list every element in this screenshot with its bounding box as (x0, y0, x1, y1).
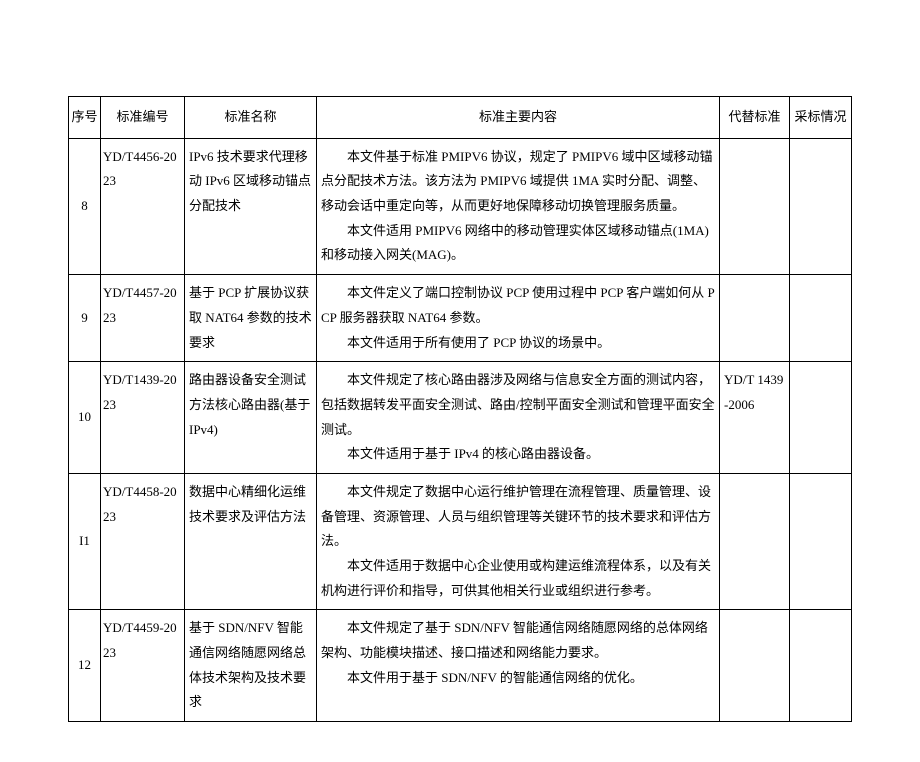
cell-code: YD/T4456-2023 (101, 138, 185, 274)
cell-content: 本文件定义了端口控制协议 PCP 使用过程中 PCP 客户端如何从 PCP 服务… (317, 275, 720, 362)
cell-adopt (790, 473, 852, 609)
content-p2: 本文件适用 PMIPV6 网络中的移动管理实体区域移动锚点(1MA)和移动接入网… (321, 219, 715, 268)
table-row: 12 YD/T4459-2023 基于 SDN/NFV 智能通信网络随愿网络总体… (69, 610, 852, 722)
cell-seq: 10 (69, 362, 101, 474)
content-p3: 本文件适用于基于 IPv4 的核心路由器设备。 (321, 442, 715, 467)
cell-content: 本文件基于标准 PMIPV6 协议，规定了 PMIPV6 域中区域移动锚点分配技… (317, 138, 720, 274)
content-p1: 本文件规定了基于 SDN/NFV 智能通信网络随愿网络的总体网络架构、功能模块描… (321, 616, 715, 665)
table-row: I1 YD/T4458-2023 数据中心精细化运维技术要求及评估方法 本文件规… (69, 473, 852, 609)
page: 序号 标准编号 标准名称 标准主要内容 代替标准 采标情况 8 YD/T4456… (0, 0, 920, 762)
table-row: 9 YD/T4457-2023 基于 PCP 扩展协议获取 NAT64 参数的技… (69, 275, 852, 362)
content-p2: 本文件适用于所有使用了 PCP 协议的场景中。 (321, 331, 715, 356)
cell-adopt (790, 138, 852, 274)
cell-content: 本文件规定了基于 SDN/NFV 智能通信网络随愿网络的总体网络架构、功能模块描… (317, 610, 720, 722)
col-code: 标准编号 (101, 97, 185, 139)
cell-adopt (790, 362, 852, 474)
cell-content: 本文件规定了核心路由器涉及网络与信息安全方面的测试内容，包括数据转发平面安全测试… (317, 362, 720, 474)
cell-replace (720, 275, 790, 362)
content-p1: 本文件基于标准 PMIPV6 协议，规定了 PMIPV6 域中区域移动锚点分配技… (321, 145, 715, 219)
table-row: 8 YD/T4456-2023 IPv6 技术要求代理移动 IPv6 区域移动锚… (69, 138, 852, 274)
cell-seq: 12 (69, 610, 101, 722)
content-p1: 本文件定义了端口控制协议 PCP 使用过程中 PCP 客户端如何从 PCP 服务… (321, 281, 715, 330)
cell-adopt (790, 275, 852, 362)
table-body: 8 YD/T4456-2023 IPv6 技术要求代理移动 IPv6 区域移动锚… (69, 138, 852, 721)
content-p2: 本文件规定了核心路由器涉及网络与信息安全方面的测试内容，包括数据转发平面安全测试… (321, 368, 715, 442)
cell-content: 本文件规定了数据中心运行维护管理在流程管理、质量管理、设备管理、资源管理、人员与… (317, 473, 720, 609)
cell-name: 基于 PCP 扩展协议获取 NAT64 参数的技术要求 (185, 275, 317, 362)
cell-code: YD/T4458-2023 (101, 473, 185, 609)
cell-name: 数据中心精细化运维技术要求及评估方法 (185, 473, 317, 609)
standards-table: 序号 标准编号 标准名称 标准主要内容 代替标准 采标情况 8 YD/T4456… (68, 96, 852, 722)
content-p3: 本文件适用于数据中心企业使用或构建运维流程体系，以及有关机构进行评价和指导，可供… (321, 554, 715, 603)
cell-name: 基于 SDN/NFV 智能通信网络随愿网络总体技术架构及技术要求 (185, 610, 317, 722)
cell-adopt (790, 610, 852, 722)
col-content: 标准主要内容 (317, 97, 720, 139)
table-header-row: 序号 标准编号 标准名称 标准主要内容 代替标准 采标情况 (69, 97, 852, 139)
cell-code: YD/T4457-2023 (101, 275, 185, 362)
cell-name: 路由器设备安全测试方法核心路由器(基于 IPv4) (185, 362, 317, 474)
content-p2: 本文件用于基于 SDN/NFV 的智能通信网络的优化。 (321, 666, 715, 691)
cell-seq: 8 (69, 138, 101, 274)
cell-replace (720, 610, 790, 722)
col-seq: 序号 (69, 97, 101, 139)
cell-code: YD/T1439-2023 (101, 362, 185, 474)
cell-code: YD/T4459-2023 (101, 610, 185, 722)
table-row: 10 YD/T1439-2023 路由器设备安全测试方法核心路由器(基于 IPv… (69, 362, 852, 474)
cell-seq: I1 (69, 473, 101, 609)
col-name: 标准名称 (185, 97, 317, 139)
cell-seq: 9 (69, 275, 101, 362)
cell-replace (720, 473, 790, 609)
cell-name: IPv6 技术要求代理移动 IPv6 区域移动锚点分配技术 (185, 138, 317, 274)
col-adopt: 采标情况 (790, 97, 852, 139)
cell-replace (720, 138, 790, 274)
content-p2: 本文件规定了数据中心运行维护管理在流程管理、质量管理、设备管理、资源管理、人员与… (321, 480, 715, 554)
col-replace: 代替标准 (720, 97, 790, 139)
cell-replace: YD/T 1439-2006 (720, 362, 790, 474)
